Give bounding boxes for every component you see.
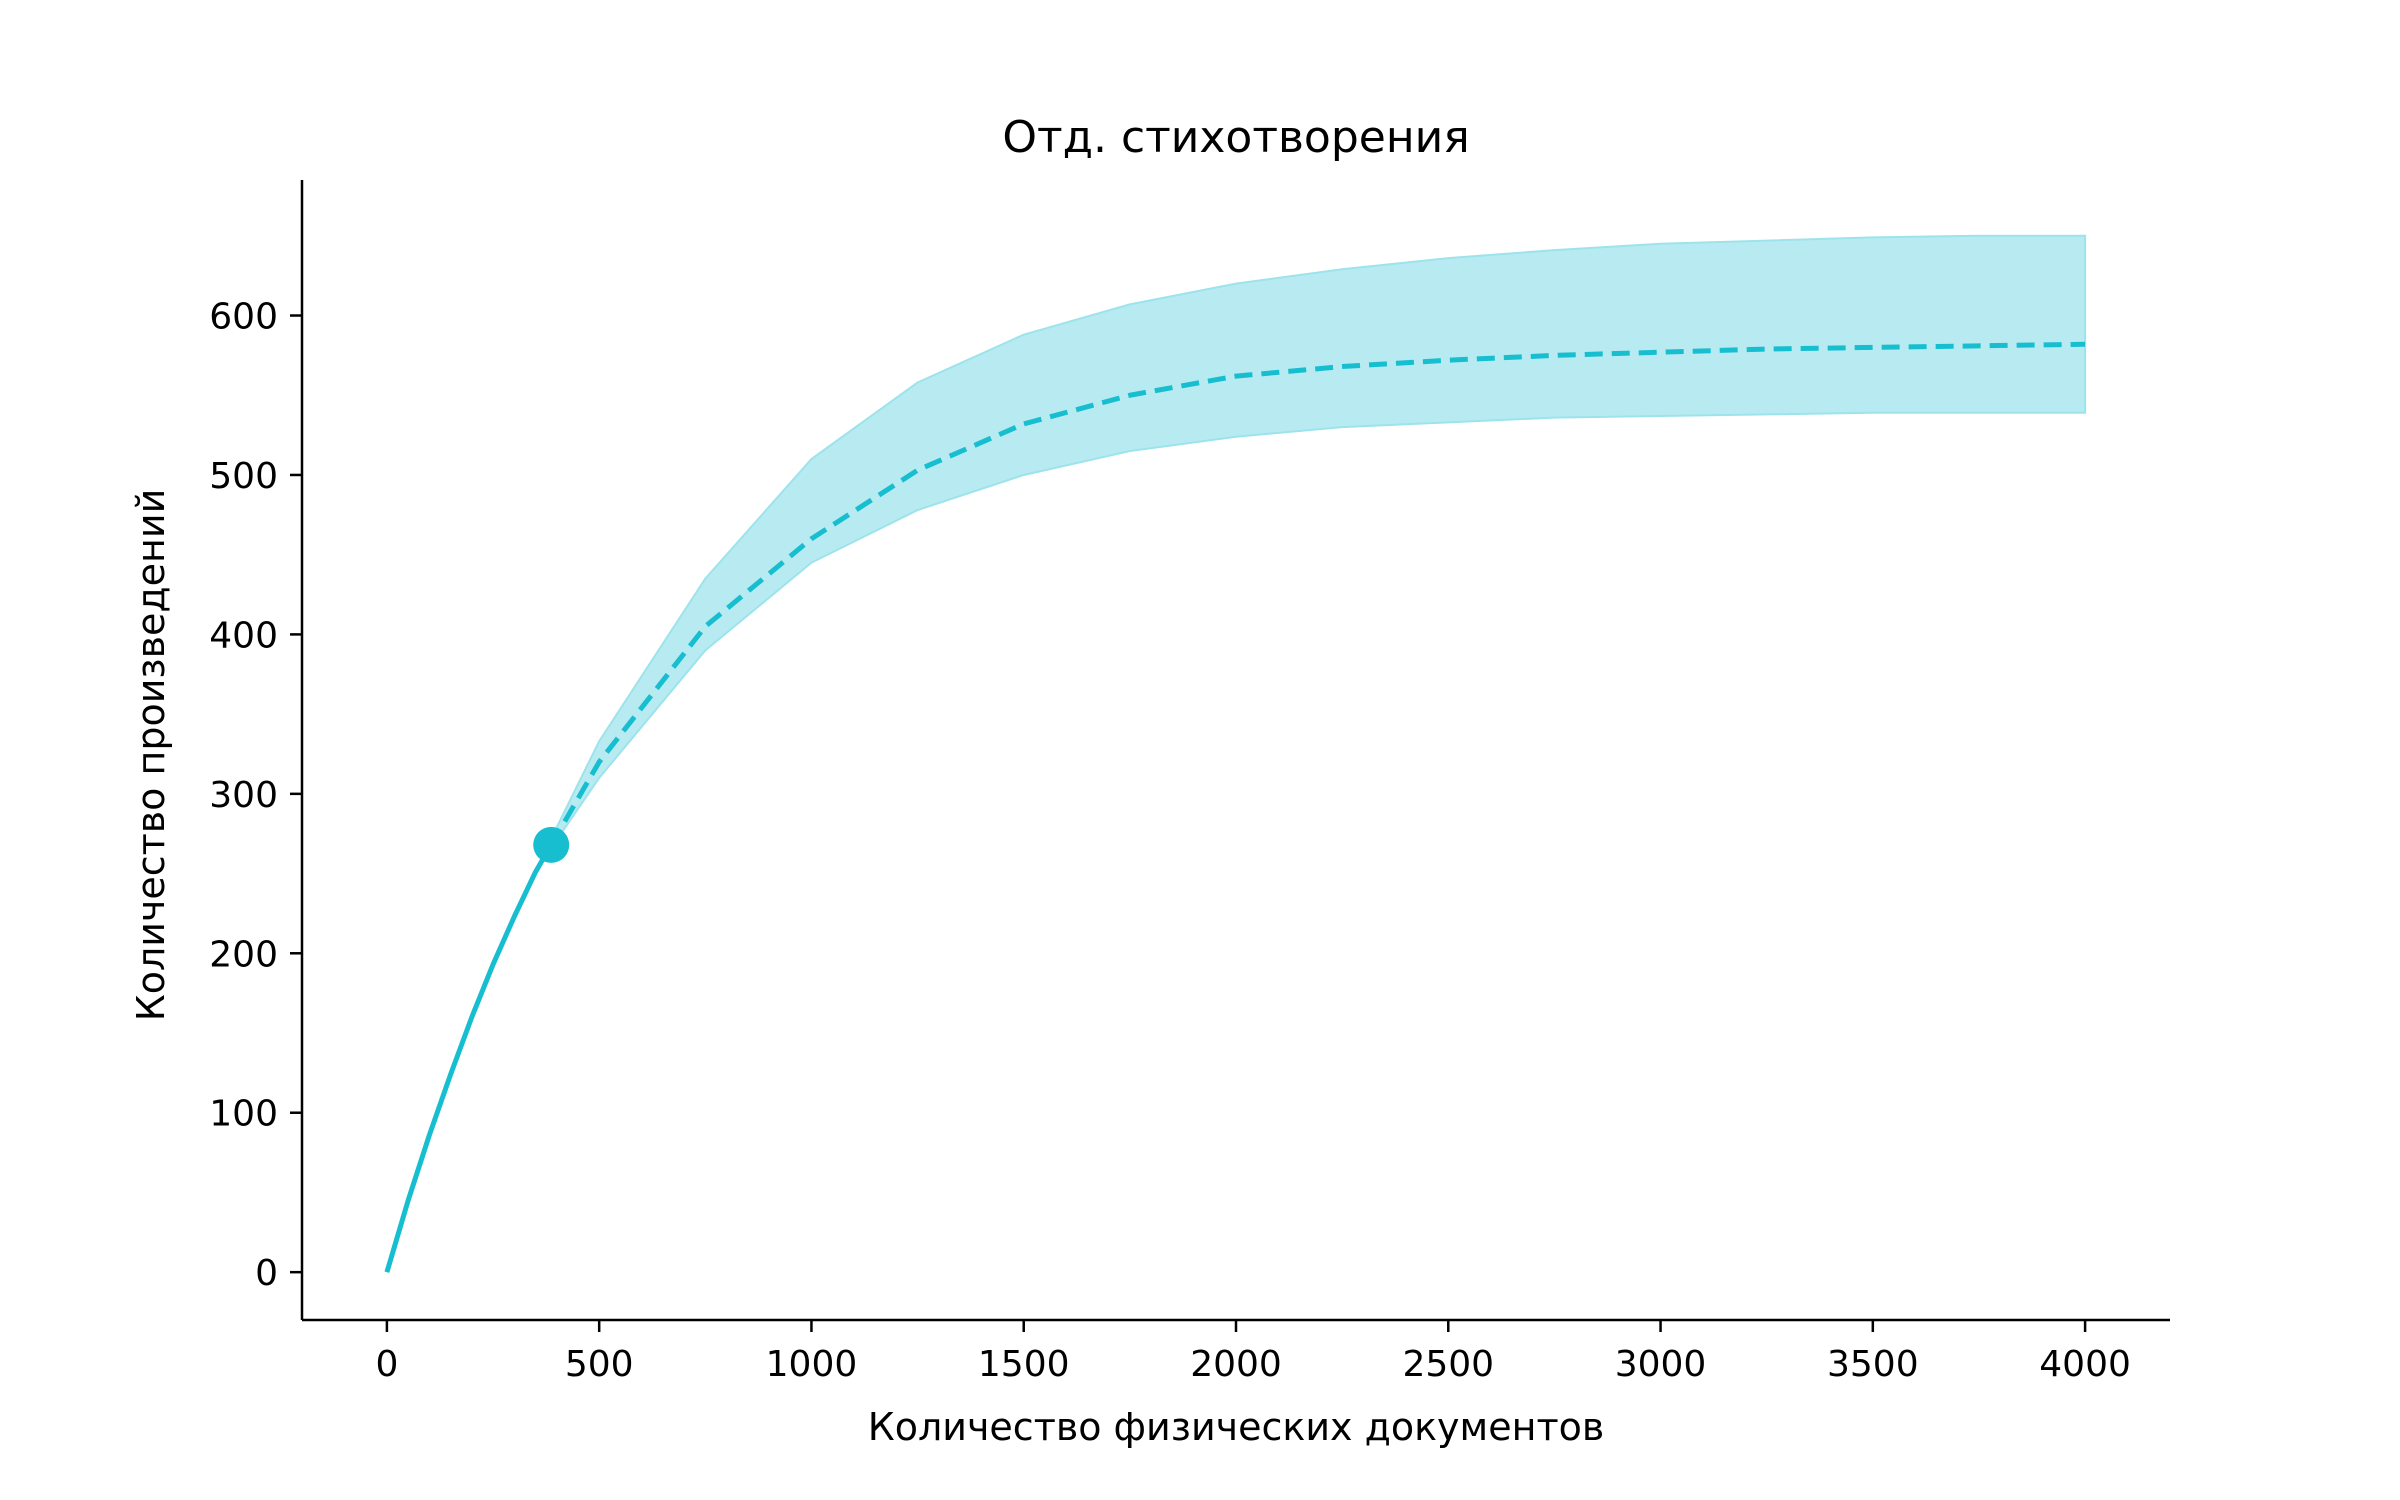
y-tick-label: 300 (209, 775, 278, 816)
ticks-layer: 0 500 1000 1500 2000 2500 3000 3500 4000 0 100 200 3… (209, 297, 2131, 1385)
interpolation-line (384, 843, 554, 1273)
x-tick-label: 4000 (2039, 1344, 2131, 1385)
point-layer (533, 826, 570, 863)
series-layer (384, 341, 2086, 1273)
y-tick-label: 200 (209, 934, 278, 975)
x-tick-label: 3000 (1615, 1344, 1707, 1385)
x-axis-title: Количество физических документов (868, 1405, 1604, 1449)
y-tick-label: 600 (209, 297, 278, 338)
y-tick-label: 400 (209, 615, 278, 656)
y-tick-label: 500 (209, 456, 278, 497)
x-tick-label: 0 (375, 1344, 398, 1385)
x-tick-label: 500 (565, 1344, 634, 1385)
y-axis-title: Количество произведений (129, 489, 173, 1022)
x-tick-label: 1000 (766, 1344, 858, 1385)
x-tick-label: 1500 (978, 1344, 1070, 1385)
observed-point (533, 826, 570, 863)
confidence-band-layer (550, 234, 2087, 852)
extrapolation-line (549, 341, 2086, 847)
x-tick-label: 2000 (1190, 1344, 1282, 1385)
y-tick-label: 0 (255, 1253, 278, 1294)
y-tick-label: 100 (209, 1094, 278, 1135)
x-tick-label: 3500 (1827, 1344, 1919, 1385)
confidence-band (550, 234, 2087, 852)
chart-title: Отд. стихотворения (1002, 112, 1469, 163)
x-tick-label: 2500 (1402, 1344, 1494, 1385)
